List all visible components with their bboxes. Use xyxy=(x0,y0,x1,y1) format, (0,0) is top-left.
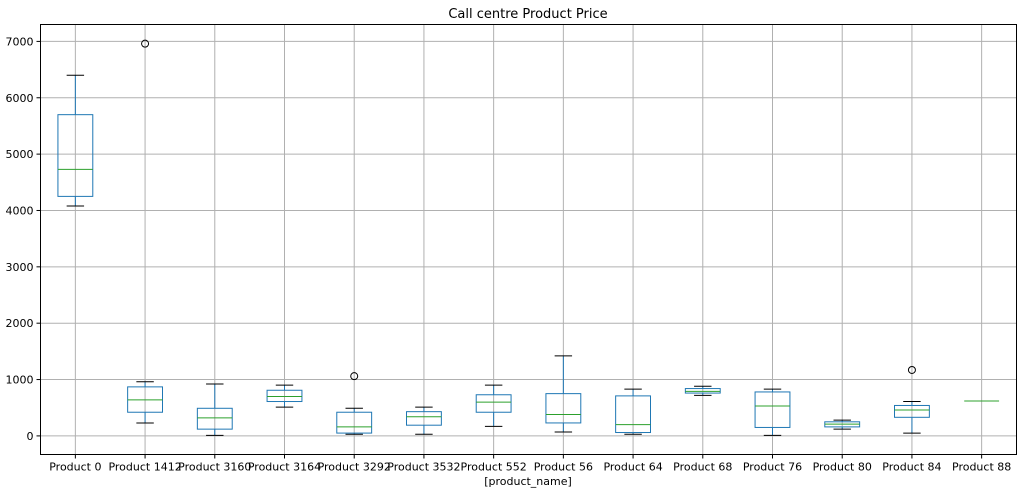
x-tick-label: Product 3292 xyxy=(318,461,391,474)
box-group xyxy=(615,388,652,435)
y-tick-label: 7000 xyxy=(6,35,34,48)
plot-frame xyxy=(40,24,1017,455)
x-tick-label: Product 3160 xyxy=(178,461,251,474)
box-iqr xyxy=(57,114,94,197)
box-group xyxy=(406,406,442,435)
x-tick-label: Product 64 xyxy=(603,461,662,474)
box-iqr xyxy=(475,394,512,413)
y-tick-label: 3000 xyxy=(6,261,34,274)
y-tick-label: 0 xyxy=(27,430,34,443)
box-iqr xyxy=(894,404,930,418)
outlier-point xyxy=(907,365,916,374)
x-tick-label: Product 68 xyxy=(673,461,732,474)
box-group xyxy=(196,383,233,436)
box-iqr xyxy=(196,407,233,430)
box-iqr xyxy=(684,388,721,394)
y-axis: 0 1000 2000 3000 4000 5000 6000 7000 xyxy=(6,35,41,443)
x-tick-label: Product 76 xyxy=(743,461,802,474)
box-iqr xyxy=(545,393,582,424)
box-iqr xyxy=(336,411,373,434)
x-axis-label: [product_name] xyxy=(484,475,572,488)
box-group xyxy=(57,74,94,207)
box-group xyxy=(475,384,512,427)
box-group xyxy=(824,419,861,430)
x-tick-label: Product 84 xyxy=(882,461,941,474)
outlier-point xyxy=(350,372,359,381)
box-group xyxy=(266,384,303,408)
box-iqr xyxy=(615,395,652,434)
chart-title: Call centre Product Price xyxy=(448,7,607,22)
box-group xyxy=(545,355,582,433)
x-tick-label: Product 0 xyxy=(49,461,101,474)
x-tick-label: Product 3164 xyxy=(248,461,321,474)
y-tick-label: 4000 xyxy=(6,204,34,217)
grid-layer xyxy=(40,24,1017,455)
x-tick-label: Product 552 xyxy=(461,461,527,474)
y-tick-label: 5000 xyxy=(6,148,34,161)
x-tick-label: Product 56 xyxy=(534,461,593,474)
outlier-point xyxy=(141,39,150,48)
box-group xyxy=(894,365,930,434)
box-group xyxy=(754,388,791,436)
y-tick-label: 1000 xyxy=(6,374,34,387)
x-tick-label: Product 1412 xyxy=(108,461,181,474)
box-group xyxy=(684,385,721,396)
box-iqr xyxy=(406,411,442,426)
box-iqr xyxy=(754,391,791,428)
box-iqr xyxy=(266,389,303,403)
box-layer xyxy=(57,39,1000,436)
box-group xyxy=(336,372,373,435)
x-tick-label: Product 88 xyxy=(952,461,1011,474)
x-tick-label: Product 80 xyxy=(813,461,872,474)
y-tick-label: 6000 xyxy=(6,92,34,105)
x-tick-label: Product 3532 xyxy=(387,461,460,474)
y-tick-label: 2000 xyxy=(6,317,34,330)
box-group xyxy=(127,39,164,424)
